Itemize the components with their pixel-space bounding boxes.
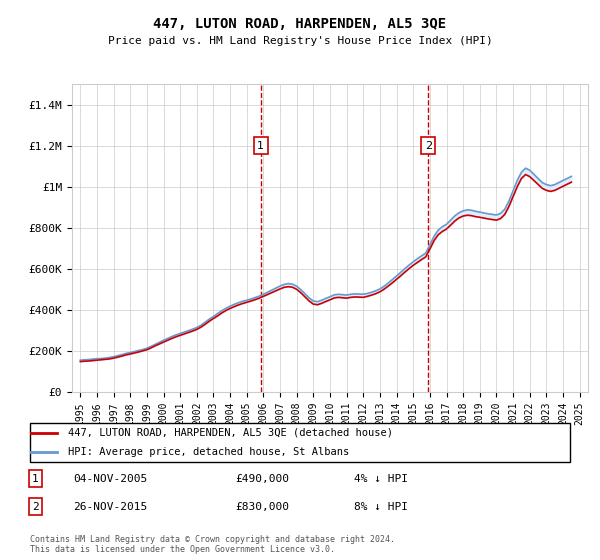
Text: 8% ↓ HPI: 8% ↓ HPI [354, 502, 408, 512]
Text: Price paid vs. HM Land Registry's House Price Index (HPI): Price paid vs. HM Land Registry's House … [107, 36, 493, 46]
Text: £490,000: £490,000 [235, 474, 289, 484]
Text: HPI: Average price, detached house, St Albans: HPI: Average price, detached house, St A… [68, 447, 349, 457]
Text: 1: 1 [257, 141, 264, 151]
Text: £830,000: £830,000 [235, 502, 289, 512]
Text: 2: 2 [425, 141, 432, 151]
Text: 26-NOV-2015: 26-NOV-2015 [73, 502, 148, 512]
Text: 4% ↓ HPI: 4% ↓ HPI [354, 474, 408, 484]
Text: 447, LUTON ROAD, HARPENDEN, AL5 3QE: 447, LUTON ROAD, HARPENDEN, AL5 3QE [154, 17, 446, 31]
Text: 04-NOV-2005: 04-NOV-2005 [73, 474, 148, 484]
FancyBboxPatch shape [30, 423, 570, 462]
Text: 1: 1 [32, 474, 39, 484]
Text: Contains HM Land Registry data © Crown copyright and database right 2024.
This d: Contains HM Land Registry data © Crown c… [30, 535, 395, 554]
Text: 2: 2 [32, 502, 39, 512]
Text: 447, LUTON ROAD, HARPENDEN, AL5 3QE (detached house): 447, LUTON ROAD, HARPENDEN, AL5 3QE (det… [68, 428, 393, 437]
